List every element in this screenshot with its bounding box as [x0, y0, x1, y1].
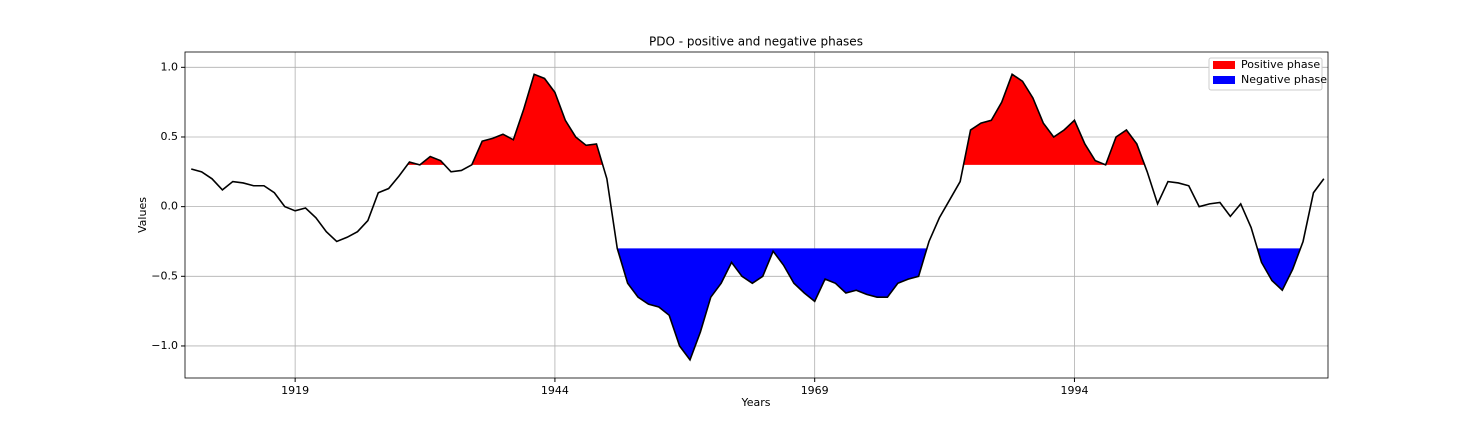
plot-frame	[184, 51, 1329, 379]
phase-fill	[617, 248, 927, 360]
phase-fill	[963, 74, 1106, 165]
x-axis-label: Years	[740, 396, 770, 409]
y-tick-label: 1.0	[161, 60, 179, 73]
line	[191, 73, 1325, 362]
y-axis-label: Values	[136, 197, 149, 233]
y-tick-label: −0.5	[151, 269, 178, 282]
y-tick-label: −1.0	[151, 339, 178, 352]
chart-title: PDO - positive and negative phases	[649, 35, 863, 49]
x-tick-label: 1969	[801, 384, 829, 397]
legend-swatch	[1213, 76, 1235, 84]
x-tick-label: 1919	[281, 384, 309, 397]
x-tick-label: 1944	[541, 384, 569, 397]
legend-label: Negative phase	[1241, 73, 1327, 86]
phase-fill	[471, 74, 603, 165]
legend-swatch	[1213, 61, 1235, 69]
phase-fill	[419, 156, 445, 165]
legend-box	[1208, 57, 1323, 91]
x-tick-label: 1994	[1060, 384, 1088, 397]
phase-fill	[1257, 248, 1301, 291]
phase-fill	[1105, 130, 1145, 165]
y-tick-label: 0.5	[161, 130, 179, 143]
y-tick-label: 0.0	[161, 200, 179, 213]
legend-label: Positive phase	[1241, 58, 1320, 71]
